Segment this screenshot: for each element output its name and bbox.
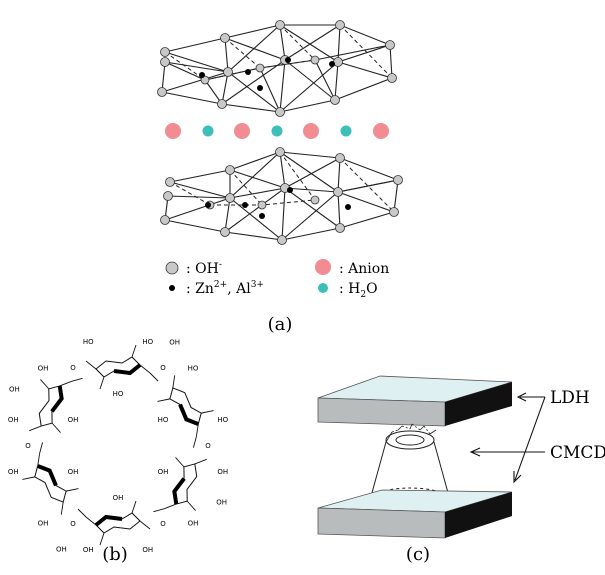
panel-b: HO HO HO HO HO HO OH OH OH OH OH OH OH OH OH OH OH OH OH OH… xyxy=(8,338,229,554)
label-cmcd: CMCD xyxy=(550,443,605,463)
top-plate-side xyxy=(445,382,512,426)
hydroxyl-label: HO xyxy=(158,416,169,424)
lower-metal-ions xyxy=(205,187,351,219)
hydroxyl-label: OH xyxy=(38,364,49,372)
hydroxyl-label: OH xyxy=(8,416,19,424)
hydroxyl-label: HO xyxy=(217,416,228,424)
glucose-unit xyxy=(85,344,159,390)
oxygen-atom-label: O xyxy=(25,442,31,450)
glucose-unit xyxy=(29,377,83,433)
label-ldh: LDH xyxy=(550,388,590,408)
lower-layer-edges xyxy=(164,151,399,241)
top-plate-front xyxy=(317,397,446,427)
hydroxyl-label: OH xyxy=(113,494,124,502)
legend-oh-label: : OH- xyxy=(186,260,222,277)
lower-layer-dashed xyxy=(169,151,395,213)
hydroxyl-label: OH xyxy=(217,468,228,476)
bottom-plate-side xyxy=(445,492,512,538)
glucose-unit xyxy=(157,375,214,448)
caption-c: (c) xyxy=(406,544,430,565)
upper-layer-dashed xyxy=(164,24,393,81)
legend-water-label: : H2O xyxy=(339,281,378,300)
cyclodextrin-ring: HO HO HO HO HO HO OH OH OH OH OH OH OH OH OH OH OH OH OH OH… xyxy=(8,338,229,554)
hydroxyl-label: HO xyxy=(188,364,199,372)
oxygen-atom-label: O xyxy=(160,520,166,528)
hydroxyl-label: HO xyxy=(83,338,94,346)
caption-b: (b) xyxy=(102,544,128,565)
anion xyxy=(373,123,389,139)
legend-anion-label: : Anion xyxy=(339,261,389,277)
hydroxyl-label: OH xyxy=(142,546,153,554)
hydroxyl-label: OH xyxy=(169,338,180,346)
hydroxyl-label: OH xyxy=(38,520,49,528)
caption-a: (a) xyxy=(268,314,293,335)
glucose-unit xyxy=(22,442,79,515)
hydroxyl-label: OH xyxy=(56,546,67,554)
bottom-plate-front xyxy=(317,507,446,539)
oxygen-atom-label: O xyxy=(205,442,211,450)
upper-layer-edges xyxy=(161,24,393,113)
hydroxyl-label: OH xyxy=(83,546,94,554)
legend-oh-swatch xyxy=(165,261,179,275)
legend-water-swatch xyxy=(318,283,328,293)
glucose-unit xyxy=(153,457,207,513)
hydroxyl-label: HO xyxy=(113,390,124,398)
water xyxy=(340,125,352,137)
legend-metal-label: : Zn2+, Al3+ xyxy=(186,280,264,297)
hydroxyl-label: OH xyxy=(68,468,79,476)
hydroxyl-label: OH xyxy=(68,416,79,424)
hydroxyl-label: OH xyxy=(216,499,227,507)
legend-metal-swatch xyxy=(169,285,175,291)
panel-c: LDH CMCD xyxy=(317,375,605,539)
interlayer xyxy=(165,123,389,139)
anion xyxy=(165,123,181,139)
oxygen-atom-label: O xyxy=(70,520,76,528)
legend-anion-swatch xyxy=(315,259,331,275)
upper-metal-ions xyxy=(199,57,335,91)
hydroxyl-label: HO xyxy=(142,338,153,346)
hydroxyl-label: OH xyxy=(9,385,20,393)
water xyxy=(202,125,214,137)
label-arrows xyxy=(469,392,546,484)
legend: : OH- : Zn2+, Al3+ : Anion : H2O xyxy=(165,259,389,300)
oxygen-atom-label: O xyxy=(70,364,76,372)
hydroxyl-label: OH xyxy=(8,468,19,476)
anion xyxy=(234,123,250,139)
panel-a: : OH- : Zn2+, Al3+ : Anion : H2O (a) xyxy=(157,20,403,335)
water xyxy=(271,125,283,137)
hydroxyl-label: OH xyxy=(158,468,169,476)
hydroxyl-label: OH xyxy=(188,520,199,528)
oxygen-atom-label: O xyxy=(160,364,166,372)
anion xyxy=(303,123,319,139)
glucose-unit xyxy=(77,500,151,546)
